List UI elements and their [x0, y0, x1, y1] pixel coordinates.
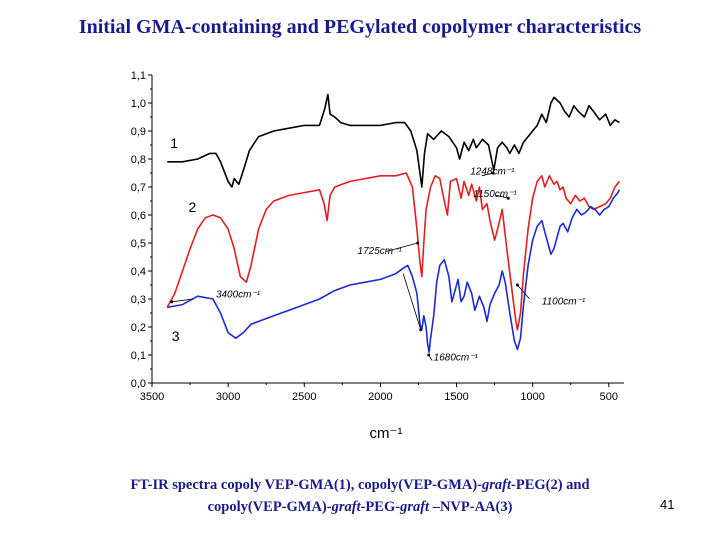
peak-annotation: 1725cm⁻¹	[358, 246, 403, 257]
peak-annotation: 1100cm⁻¹	[542, 297, 586, 308]
annotation-arrow	[481, 172, 494, 177]
annotation-arrow-head	[427, 353, 431, 357]
y-tick-label: 0,0	[131, 378, 146, 390]
y-tick-label: 0,2	[131, 322, 146, 334]
caption-line2-part: copoly(VEP-GMA)-	[207, 499, 332, 515]
peak-annotation: 3400cm⁻¹	[216, 290, 261, 301]
annotation-arrow	[402, 273, 422, 330]
peak-annotation: 1150cm⁻¹	[473, 189, 517, 200]
x-tick-label: 2000	[368, 391, 392, 403]
curve-label: 3	[172, 328, 180, 344]
page-number: 41	[660, 497, 675, 512]
peak-annotation: 1248cm⁻¹	[470, 166, 515, 177]
x-tick-label: 2500	[292, 391, 316, 403]
annotation-arrow-head	[170, 300, 174, 304]
curve-label: 1	[170, 135, 178, 151]
figure-caption: FT-IR spectra copoly VEP-GMA(1), copoly(…	[60, 474, 660, 518]
peak-annotation: 1680cm⁻¹	[434, 353, 479, 364]
annotation-arrow	[517, 284, 530, 300]
y-tick-label: 0,7	[131, 182, 146, 194]
caption-italic: graft	[331, 499, 361, 515]
x-tick-label: 3500	[140, 391, 164, 403]
annotation-arrow	[386, 242, 418, 252]
series-line-2	[166, 172, 621, 331]
series-line-3	[167, 189, 621, 353]
caption-line2-part: -PEG-	[360, 499, 401, 515]
x-tick-label: 1500	[444, 391, 468, 403]
y-tick-label: 0,9	[131, 126, 146, 138]
ftir-chart: 0,00,10,20,30,40,50,60,70,80,91,01,13500…	[131, 70, 624, 442]
y-tick-label: 0,4	[131, 266, 146, 278]
slide-title: Initial GMA-containing and PEGylated cop…	[78, 16, 642, 38]
y-tick-label: 0,5	[131, 238, 146, 250]
curve-label: 2	[189, 199, 197, 215]
caption-line2-part: –NVP-AA(3)	[429, 499, 513, 515]
y-tick-label: 0,3	[131, 294, 146, 306]
y-tick-label: 0,8	[131, 154, 146, 166]
x-tick-label: 3000	[216, 391, 240, 403]
series-line-1	[167, 93, 620, 188]
annotation-arrow-head	[416, 241, 420, 245]
annotation-arrow	[171, 298, 194, 303]
y-tick-label: 1,1	[131, 70, 146, 82]
y-tick-label: 1,0	[131, 98, 146, 110]
annotation-arrow	[496, 195, 509, 199]
caption-italic: graft	[482, 477, 512, 493]
x-tick-label: 1000	[520, 391, 544, 403]
annotation-arrow-head	[491, 171, 495, 175]
caption-line1-part: FT-IR spectra copoly VEP-GMA(1), copoly(…	[130, 477, 483, 493]
caption-italic: graft	[400, 499, 430, 515]
y-tick-label: 0,6	[131, 210, 146, 222]
x-tick-label: 500	[600, 391, 618, 403]
annotation-arrow-head	[419, 328, 423, 332]
x-axis-title: cm⁻¹	[370, 425, 403, 442]
annotation-arrow-head	[515, 283, 519, 287]
y-tick-label: 0,1	[131, 350, 146, 362]
caption-line1-part: -PEG(2) and	[511, 477, 590, 493]
annotation-arrow-head	[506, 196, 510, 200]
